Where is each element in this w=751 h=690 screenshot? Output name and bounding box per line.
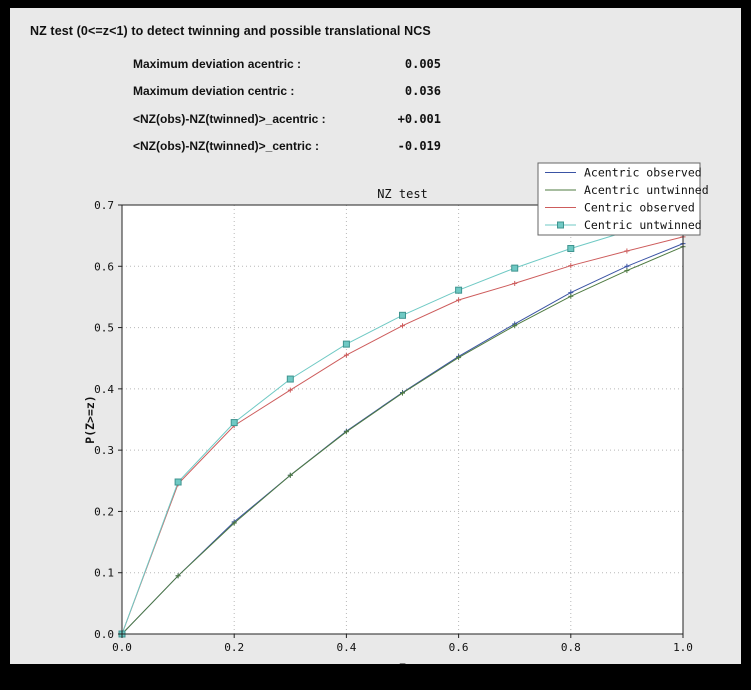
plot-frame bbox=[121, 204, 684, 635]
series-marker-3 bbox=[511, 264, 519, 272]
stat-value: 0.036 bbox=[404, 84, 441, 99]
stat-row-max-dev-centric: Maximum deviation centric : 0.036 bbox=[133, 78, 441, 106]
x-tick-label: 0.4 bbox=[336, 641, 356, 654]
legend-item: Centric untwinned bbox=[545, 218, 702, 232]
stat-row-mean-diff-centric: <NZ(obs)-NZ(twinned)>_centric : -0.019 bbox=[133, 133, 441, 161]
y-tick-label: 0.7 bbox=[94, 199, 114, 212]
legend-label: Acentric untwinned bbox=[584, 183, 709, 197]
stat-value: +0.001 bbox=[397, 111, 441, 126]
legend-label: Centric observed bbox=[584, 201, 695, 215]
stat-value: 0.005 bbox=[404, 56, 441, 71]
x-tick-label: 0.0 bbox=[112, 641, 132, 654]
y-tick-label: 0.6 bbox=[94, 260, 114, 273]
y-tick-label: 0.2 bbox=[94, 505, 114, 518]
stats-block: Maximum deviation acentric : 0.005 Maxim… bbox=[133, 50, 441, 160]
stat-label: <NZ(obs)-NZ(twinned)>_acentric : bbox=[133, 111, 326, 126]
x-axis-label: Z bbox=[399, 661, 406, 664]
legend-label: Acentric observed bbox=[584, 166, 702, 180]
x-tick-label: 1.0 bbox=[673, 641, 693, 654]
legend-label: Centric untwinned bbox=[584, 218, 702, 232]
series-marker-3 bbox=[174, 478, 182, 486]
y-tick-label: 0.0 bbox=[94, 628, 114, 641]
series-marker-3 bbox=[399, 311, 406, 319]
stat-row-max-dev-acentric: Maximum deviation acentric : 0.005 bbox=[133, 50, 441, 78]
legend-item: Centric observed bbox=[545, 201, 695, 215]
stat-row-mean-diff-acentric: <NZ(obs)-NZ(twinned)>_acentric : +0.001 bbox=[133, 105, 441, 133]
stat-value: -0.019 bbox=[397, 139, 441, 154]
y-axis-label: P(Z>=z) bbox=[83, 395, 97, 443]
y-tick-label: 0.1 bbox=[94, 567, 114, 580]
chart-title: NZ test bbox=[377, 187, 428, 201]
legend-item: Acentric observed bbox=[545, 166, 702, 180]
stat-label: <NZ(obs)-NZ(twinned)>_centric : bbox=[133, 139, 320, 154]
plot-area bbox=[122, 205, 683, 634]
y-tick-label: 0.5 bbox=[94, 322, 114, 335]
legend-item: Acentric untwinned bbox=[545, 183, 709, 197]
series-marker-3 bbox=[342, 340, 350, 348]
series-marker-3 bbox=[455, 286, 463, 294]
y-tick-label: 0.4 bbox=[94, 383, 114, 396]
page-title: NZ test (0<=z<1) to detect twinning and … bbox=[30, 24, 431, 38]
series-marker-3 bbox=[567, 245, 575, 253]
legend: Acentric observed Acentric untwinned Centr… bbox=[537, 162, 709, 236]
chart-canvas: 0.0 0.1 0.2 0.3 0.4 0.5 0.6 0.7 0.0 0.2 0.4 0.6 0.8 1… bbox=[83, 162, 709, 675]
legend-box bbox=[537, 162, 701, 236]
x-tick-label: 0.6 bbox=[449, 641, 469, 654]
x-tick-label: 0.8 bbox=[561, 641, 581, 654]
series-marker-3 bbox=[286, 375, 294, 383]
stat-label: Maximum deviation acentric : bbox=[133, 56, 302, 71]
y-tick-label: 0.3 bbox=[94, 444, 114, 457]
report-panel: NZ test (0<=z<1) to detect twinning and … bbox=[10, 8, 741, 675]
nz-test-chart: 0.0 0.1 0.2 0.3 0.4 0.5 0.6 0.7 0.0 0.2 0.4 0.6 0.8 1… bbox=[10, 158, 741, 675]
x-tick-label: 0.2 bbox=[224, 641, 244, 654]
legend-marker bbox=[557, 221, 564, 229]
series-marker-3 bbox=[230, 419, 238, 427]
stat-label: Maximum deviation centric : bbox=[133, 84, 295, 99]
